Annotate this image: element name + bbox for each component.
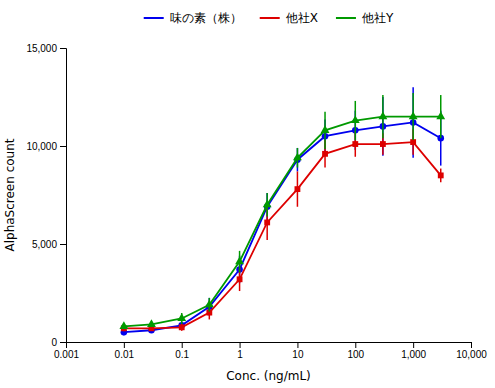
series <box>121 87 444 335</box>
marker <box>235 257 244 265</box>
tick: 100 <box>347 342 364 360</box>
marker <box>179 324 185 330</box>
marker <box>380 141 386 147</box>
tick-mark <box>124 342 125 348</box>
tick: 1 <box>237 342 243 360</box>
series-line <box>124 117 441 327</box>
tick-mark <box>60 342 66 343</box>
tick-mark <box>60 244 66 245</box>
legend-label: 味の素（株） <box>170 11 242 25</box>
marker <box>378 111 387 119</box>
series <box>119 93 445 329</box>
tick-mark <box>240 342 241 348</box>
legend: 味の素（株） 他社X 他社Y <box>144 11 394 25</box>
tick: 10,000 <box>26 141 66 152</box>
tick-label: 0.01 <box>115 349 135 360</box>
error-bar <box>412 87 414 158</box>
series <box>121 129 444 331</box>
marker <box>438 172 444 178</box>
tick: 0.001 <box>54 342 79 360</box>
marker <box>237 276 243 282</box>
marker <box>409 111 418 119</box>
tick-label: 10,000 <box>26 141 57 152</box>
legend-label: 他社X <box>286 11 318 25</box>
marker <box>352 141 358 147</box>
legend-item: 味の素（株） <box>144 11 242 25</box>
tick-label: 10,000 <box>456 349 487 360</box>
x-axis-title: Conc. (ng/mL) <box>226 369 311 383</box>
legend-swatch <box>336 17 356 19</box>
tick-label: 1 <box>237 349 243 360</box>
marker <box>263 200 272 208</box>
marker <box>205 300 214 308</box>
tick-label: 10 <box>292 349 304 360</box>
legend-item: 他社Y <box>336 11 394 25</box>
tick-label: 0.001 <box>54 349 79 360</box>
x-axis: 0.001 0.01 0.1 1 10 100 1,000 10,000 <box>54 342 487 360</box>
marker <box>321 125 330 133</box>
tick: 15,000 <box>26 43 66 54</box>
marker <box>293 153 302 161</box>
marker <box>295 186 301 192</box>
tick-mark <box>297 342 298 348</box>
legend-swatch <box>144 17 164 19</box>
legend-label: 他社Y <box>362 11 394 25</box>
y-axis: 0 5,000 10,000 15,000 <box>26 43 66 348</box>
marker <box>177 313 186 321</box>
y-axis-title: AlphaScreen count <box>3 138 17 251</box>
x-axis-line <box>67 343 472 349</box>
tick: 0.01 <box>115 342 135 360</box>
tick: 10 <box>292 342 304 360</box>
marker <box>147 319 156 327</box>
tick-mark <box>182 342 183 348</box>
y-axis-line <box>60 49 67 343</box>
series-line <box>124 122 441 332</box>
data-layer <box>119 87 445 335</box>
tick-mark <box>355 342 356 348</box>
marker <box>351 115 360 123</box>
marker <box>436 111 445 119</box>
chart: 0.001 0.01 0.1 1 10 100 1,000 10,000 0 5,000 10,00… <box>0 0 495 388</box>
tick-label: 100 <box>347 349 364 360</box>
marker <box>264 220 270 226</box>
plot-area: 0.001 0.01 0.1 1 10 100 1,000 10,000 0 5,000 10,00… <box>26 43 487 360</box>
tick-mark <box>471 342 472 348</box>
tick-mark <box>413 342 414 348</box>
legend-item: 他社X <box>260 11 318 25</box>
tick: 5,000 <box>32 239 66 250</box>
tick: 1,000 <box>401 342 426 360</box>
tick: 10,000 <box>456 342 487 360</box>
tick-label: 1,000 <box>401 349 426 360</box>
series-line <box>124 142 441 328</box>
marker <box>119 321 128 329</box>
tick: 0.1 <box>175 342 189 360</box>
tick-label: 0.1 <box>175 349 189 360</box>
tick-mark <box>60 146 66 147</box>
legend-swatch <box>260 17 280 19</box>
tick-mark <box>60 48 66 49</box>
tick: 0 <box>51 337 66 348</box>
tick-label: 0 <box>51 337 57 348</box>
tick-label: 15,000 <box>26 43 57 54</box>
tick-label: 5,000 <box>32 239 57 250</box>
marker <box>322 151 328 157</box>
